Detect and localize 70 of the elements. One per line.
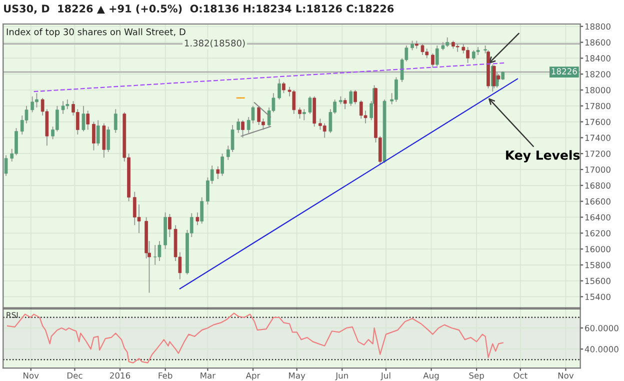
candlestick [349,90,353,106]
candlestick [168,214,172,238]
x-tick-label: Mar [200,372,216,379]
x-tick-label: Apr [246,372,260,380]
candlestick [278,78,281,100]
candlestick [298,107,302,120]
x-tick-label: May [289,372,306,380]
candlestick [354,90,357,105]
candlestick [61,100,65,114]
y-tick-label: 17400 [585,134,610,141]
candlestick [410,40,414,51]
y-tick-label: 15600 [585,278,610,284]
y-tick-label: 16000 [585,246,610,252]
chart-title: US30, D 18226 ▲ +91 (+0.5%) O:18136 H:18234 L:18126 C:18226 [4,4,394,14]
candlestick [420,43,424,56]
candlestick [220,153,224,176]
candlestick [30,96,34,113]
y-tick-label: 40.0000 [584,346,618,352]
x-tick-label: Sep [469,372,484,380]
y-tick-label: 16400 [585,214,610,220]
y-tick-label: 15800 [585,262,610,268]
x-tick-label: Nov [558,372,574,379]
candlestick [236,118,240,134]
y-tick-label: 18800 [585,23,610,30]
x-tick-label: Feb [158,372,172,379]
candlestick [322,122,326,138]
candlestick [343,97,347,110]
candlestick [114,108,118,134]
candlestick [96,120,100,146]
y-tick-label: 16800 [585,182,610,189]
candlestick [86,110,90,130]
candlestick [4,154,8,176]
candlestick [200,196,204,224]
y-tick-label: 18200 [585,71,610,78]
y-tick-label: 17600 [585,118,610,126]
y-tick-label: 18000 [585,86,610,94]
candlestick [282,82,286,94]
candlestick [82,105,86,132]
candlestick [308,96,312,114]
x-tick-label: Jun [335,372,348,380]
x-tick-label: 2016 [110,372,130,379]
candlestick [158,240,162,262]
x-tick-label: Nov [24,372,39,379]
annotation: Key Levels [506,150,580,162]
candlestick [102,122,106,158]
y-tick-label: 15400 [585,294,610,300]
y-tick-label: 18400 [585,55,610,62]
y-tick-label: 17000 [585,166,610,173]
ref-line-label: 1.382(18580) [184,40,245,48]
candlestick [196,212,200,226]
candlestick [302,108,306,121]
candlestick [106,126,110,152]
candlestick [431,52,434,68]
candlestick [241,120,244,138]
y-tick-label: 17200 [585,150,610,157]
y-tick-label: 17800 [585,102,610,110]
y-tick-label: 16600 [585,198,610,205]
y-tick-label: 18600 [585,39,610,46]
line-series [6,312,504,364]
candlestick [216,166,220,180]
ref-line-label: 18226 [552,68,577,74]
chart-subtitle: Index of top 30 shares on Wall Street, D [6,28,186,37]
x-tick-label: Jul [380,372,390,380]
x-tick-label: Dec [67,372,82,379]
x-tick-label: Aug [423,372,439,380]
candlestick [92,121,96,151]
candlestick [435,44,439,67]
y-tick-label: 16200 [585,230,610,236]
y-tick-label: 60.0000 [585,324,618,332]
x-tick-label: Oct [514,372,528,379]
